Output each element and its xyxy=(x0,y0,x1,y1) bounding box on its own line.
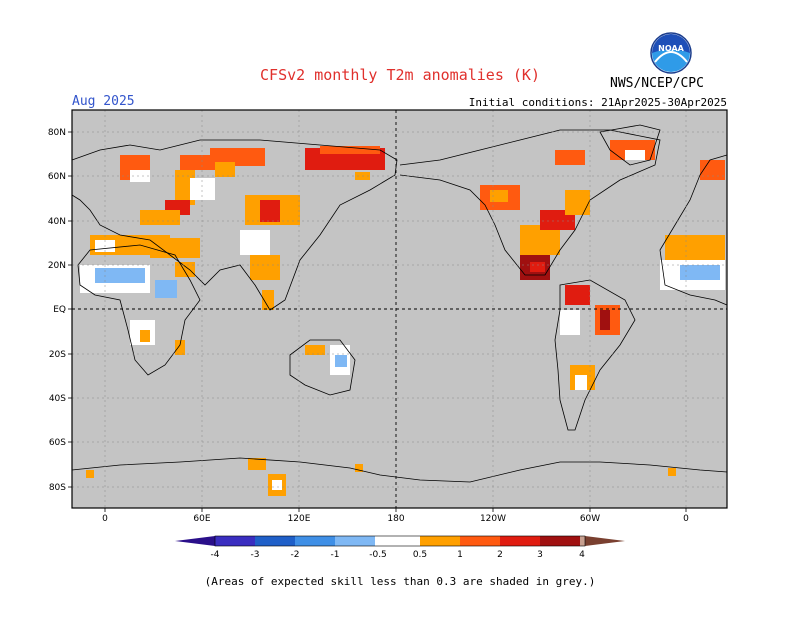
colorbar-label: -0.5 xyxy=(369,550,387,560)
coastlines xyxy=(71,124,728,483)
lon-axis: 0 60E 120E 180 120W 60W 0 xyxy=(102,508,689,524)
colorbar-label: -1 xyxy=(331,550,340,560)
colorbar-segment xyxy=(255,536,295,546)
colorbar-label: 0.5 xyxy=(413,550,427,560)
lon-label: 60E xyxy=(193,514,210,524)
colorbar-segment xyxy=(540,536,580,546)
lat-label: 80N xyxy=(48,128,66,138)
colorbar: -4 -3 -2 -1 -0.5 0.5 1 2 3 4 xyxy=(175,535,625,560)
colorbar-label: 2 xyxy=(497,550,503,560)
lon-label: 60W xyxy=(580,514,600,524)
colorbar-segment xyxy=(375,536,420,546)
colorbar-segment xyxy=(215,536,255,546)
lat-label: 60S xyxy=(49,438,66,448)
anomaly-patches xyxy=(80,140,725,496)
agency-label: NWS/NCEP/CPC xyxy=(610,76,704,91)
lat-label: 80S xyxy=(49,483,66,493)
lon-label: 120W xyxy=(480,514,506,524)
colorbar-label: -3 xyxy=(251,550,260,560)
colorbar-segment xyxy=(335,536,375,546)
lat-label: 40N xyxy=(48,217,66,227)
colorbar-segment xyxy=(460,536,500,546)
lat-label: 20N xyxy=(48,261,66,271)
lon-label: 180 xyxy=(387,514,404,524)
lon-label: 0 xyxy=(102,514,108,524)
lat-label: 60N xyxy=(48,172,66,182)
colorbar-segment xyxy=(500,536,540,546)
map-title: CFSv2 monthly T2m anomalies (K) xyxy=(260,66,540,84)
lat-label: 40S xyxy=(49,394,66,404)
forecast-month: Aug 2025 xyxy=(72,94,135,109)
colorbar-segment xyxy=(420,536,460,546)
lat-label: 20S xyxy=(49,350,66,360)
initial-conditions: Initial conditions: 21Apr2025-30Apr2025 xyxy=(468,96,727,109)
colorbar-label: -2 xyxy=(291,550,300,560)
noaa-logo-icon: NOAA xyxy=(650,32,692,74)
lat-axis: 80N 60N 40N 20N EQ 20S 40S 60S 80S xyxy=(48,128,72,493)
colorbar-min-arrow xyxy=(175,536,215,546)
colorbar-segment xyxy=(295,536,335,546)
colorbar-max-arrow xyxy=(585,536,625,546)
colorbar-label: 4 xyxy=(579,550,585,560)
colorbar-label: -4 xyxy=(211,550,220,560)
colorbar-label: 1 xyxy=(457,550,463,560)
lat-label: EQ xyxy=(53,305,66,315)
lon-label: 120E xyxy=(288,514,311,524)
lon-label: 0 xyxy=(683,514,689,524)
grid-lines xyxy=(72,110,727,508)
colorbar-label: 3 xyxy=(537,550,543,560)
colorbar-segment xyxy=(580,536,585,546)
svg-text:NOAA: NOAA xyxy=(658,44,684,53)
skill-footnote: (Areas of expected skill less than 0.3 a… xyxy=(204,575,596,588)
